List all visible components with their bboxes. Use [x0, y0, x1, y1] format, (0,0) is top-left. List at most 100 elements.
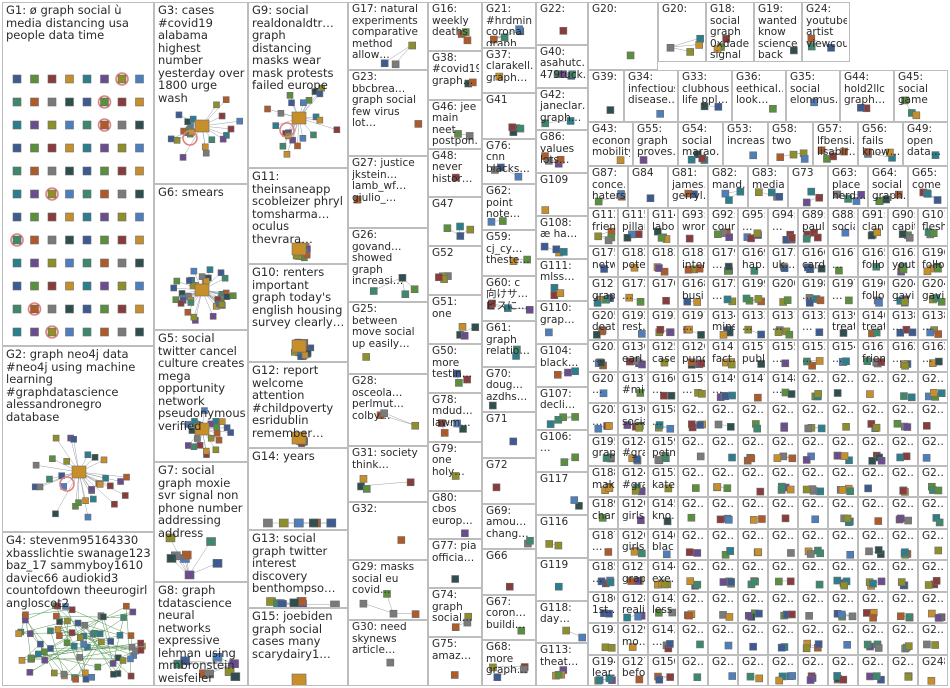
group-panel-g131: G131: … [768, 308, 798, 341]
node-marker [190, 267, 198, 275]
node-marker [623, 421, 632, 430]
group-panel-g143: G143: … [648, 623, 678, 655]
node-marker [117, 327, 127, 337]
group-panel-g75: G75: amaz… [428, 637, 482, 686]
node-marker [757, 360, 765, 369]
node-marker [455, 379, 463, 387]
group-graph-g55 [639, 156, 648, 164]
node-marker [868, 456, 877, 465]
node-marker [391, 60, 400, 69]
node-marker [817, 146, 826, 155]
group-panel-g39: G39: [588, 70, 624, 122]
node-marker [167, 135, 175, 143]
group-panel-g2x: G2… [828, 403, 858, 435]
group-graph-g2x [777, 482, 795, 494]
node-marker [723, 484, 732, 492]
group-panel-g33: G33: clubhouse life ppl… [678, 70, 732, 122]
group-graph-g2x [773, 452, 797, 462]
group-graph-g2x [866, 389, 874, 398]
group-panel-g2x: G2… [708, 654, 738, 686]
node-marker [844, 195, 852, 203]
node-marker [747, 234, 755, 243]
group-panel-g2x: G2… [828, 434, 858, 466]
node-marker [777, 643, 786, 652]
node-marker [929, 229, 938, 238]
node-marker [456, 232, 465, 241]
group-panel-g2x: G2… [708, 497, 738, 529]
group-graph-g2x [780, 422, 789, 432]
group-graph-g63 [833, 190, 865, 205]
node-marker [359, 475, 368, 483]
node-marker [660, 391, 668, 400]
node-marker [877, 358, 885, 367]
node-marker [227, 125, 235, 133]
group-graph-g2x [928, 482, 943, 495]
node-marker [788, 671, 797, 680]
node-marker [908, 328, 917, 337]
node-marker [698, 389, 706, 398]
node-marker [218, 418, 226, 425]
node-marker [190, 443, 198, 451]
group-panel-g109: G109 [536, 173, 588, 216]
group-panel-g82: G82: mand… [708, 166, 748, 208]
node-marker [753, 424, 761, 433]
group-graph-g124 [628, 454, 642, 464]
node-marker [566, 116, 575, 125]
group-graph-g2x [719, 577, 735, 588]
node-marker [604, 548, 613, 556]
node-marker [840, 582, 848, 590]
group-graph-g87 [594, 190, 626, 206]
node-marker [785, 330, 794, 339]
group-graph-g40 [553, 70, 577, 80]
node-marker [630, 547, 639, 556]
hub-node-marker [291, 339, 307, 353]
group-graph-g17 [380, 41, 416, 69]
group-panel-g2x: G2… [678, 560, 708, 592]
group-graph-g59 [509, 255, 531, 266]
group-graph-g160 [660, 391, 676, 400]
node-marker [96, 481, 104, 488]
group-panel-g22: G22: [536, 2, 588, 45]
group-graph-g158 [655, 421, 675, 433]
node-marker [88, 674, 95, 681]
group-graph-g194 [594, 674, 616, 684]
group-graph-g197 [845, 297, 853, 305]
node-marker [815, 357, 824, 366]
node-marker [64, 617, 71, 625]
node-marker [51, 669, 58, 677]
node-marker [684, 189, 693, 198]
node-marker [725, 516, 733, 525]
node-marker [32, 461, 40, 469]
node-marker [722, 35, 730, 43]
node-marker [930, 388, 938, 397]
node-marker [810, 228, 818, 237]
group-panel-g2x: G2… [888, 371, 918, 404]
group-panel-g2x: G2… [708, 466, 738, 498]
group-graph-g2x [687, 514, 696, 522]
group-graph-g45 [901, 96, 921, 120]
group-graph-g120 [630, 547, 646, 558]
node-marker [398, 274, 407, 282]
group-graph-g61 [512, 345, 521, 360]
node-marker [212, 559, 223, 568]
group-panel-g72: G72 [482, 458, 536, 504]
node-marker [693, 150, 702, 159]
node-marker [128, 643, 136, 651]
group-panel-g78: G78: mdud… lawm… [428, 392, 482, 442]
group-panel-g2x: G2… [828, 591, 858, 624]
node-marker [805, 611, 813, 620]
node-marker [594, 197, 603, 206]
node-marker [541, 152, 549, 161]
node-marker [688, 420, 696, 429]
node-marker [492, 483, 501, 492]
node-marker [790, 46, 798, 55]
group-panel-g7: G7: social graph moxie svr signal non ph… [154, 462, 248, 582]
node-marker [289, 598, 300, 607]
node-marker [664, 484, 673, 493]
group-graph-g2x [688, 420, 706, 432]
node-marker [923, 640, 931, 649]
group-graph-g2x [900, 391, 916, 401]
node-marker [869, 580, 877, 588]
group-graph-g2x [802, 485, 824, 496]
